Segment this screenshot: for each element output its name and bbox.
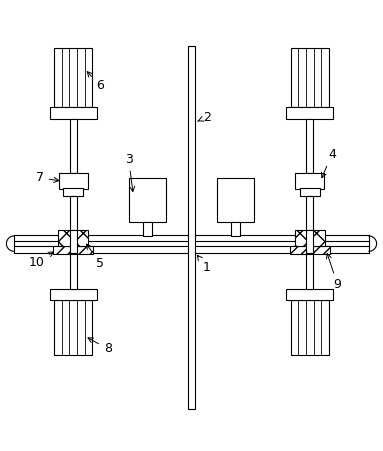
Bar: [129, 178, 166, 222]
Bar: [286, 107, 334, 120]
Bar: [58, 230, 88, 246]
Text: 4: 4: [321, 148, 336, 178]
Bar: [70, 196, 77, 235]
Text: 1: 1: [197, 255, 211, 274]
Bar: [217, 178, 254, 222]
Text: 9: 9: [326, 253, 342, 291]
Bar: [70, 254, 77, 289]
Bar: [296, 173, 324, 189]
Bar: [300, 188, 320, 196]
Text: 7: 7: [36, 171, 59, 184]
Bar: [231, 222, 240, 236]
Bar: [63, 188, 83, 196]
Bar: [49, 289, 97, 300]
Text: 2: 2: [198, 110, 211, 124]
Bar: [290, 246, 330, 254]
Bar: [291, 300, 329, 355]
Bar: [143, 222, 152, 236]
Bar: [306, 196, 313, 235]
Bar: [59, 173, 87, 189]
Bar: [306, 230, 313, 253]
Bar: [70, 120, 77, 173]
Text: 3: 3: [125, 152, 135, 192]
Bar: [295, 230, 325, 246]
Bar: [49, 107, 97, 120]
Bar: [286, 289, 334, 300]
Bar: [306, 120, 313, 173]
Text: 5: 5: [87, 244, 104, 270]
Bar: [53, 246, 93, 254]
Text: 8: 8: [88, 338, 112, 355]
Text: 10: 10: [28, 252, 54, 268]
Bar: [54, 300, 92, 355]
Bar: [306, 254, 313, 289]
Bar: [70, 230, 77, 253]
Bar: [188, 46, 195, 409]
Bar: [291, 48, 329, 107]
Text: 6: 6: [87, 72, 104, 92]
Bar: [54, 48, 92, 107]
